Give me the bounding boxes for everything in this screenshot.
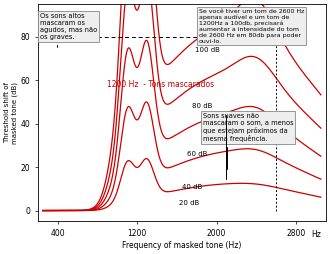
Text: Se você tiver um tom de 2600 Hz
apenas audível e um tom de
1200Hz a 100db, preci: Se você tiver um tom de 2600 Hz apenas a… [199,9,304,44]
Text: Sons suaves não
mascaram o som, a menos
que estejam próximos da
mesma frequência: Sons suaves não mascaram o som, a menos … [203,113,293,169]
Text: Os sons altos
mascaram os
agudos, mas não
os graves.: Os sons altos mascaram os agudos, mas nã… [40,13,97,47]
X-axis label: Frequency of masked tone (Hz): Frequency of masked tone (Hz) [122,241,242,250]
Y-axis label: Threshold shift of
masked tone (dB): Threshold shift of masked tone (dB) [4,82,18,144]
Text: 40 dB: 40 dB [182,184,202,190]
Text: 80 dB: 80 dB [192,103,212,109]
Text: 60 dB: 60 dB [187,151,207,157]
Text: 20 dB: 20 dB [179,200,199,206]
Text: Hz: Hz [311,230,321,239]
Text: 1200 Hz  - Tons mascarados: 1200 Hz - Tons mascarados [107,80,214,89]
Text: 100 dB: 100 dB [195,47,220,53]
